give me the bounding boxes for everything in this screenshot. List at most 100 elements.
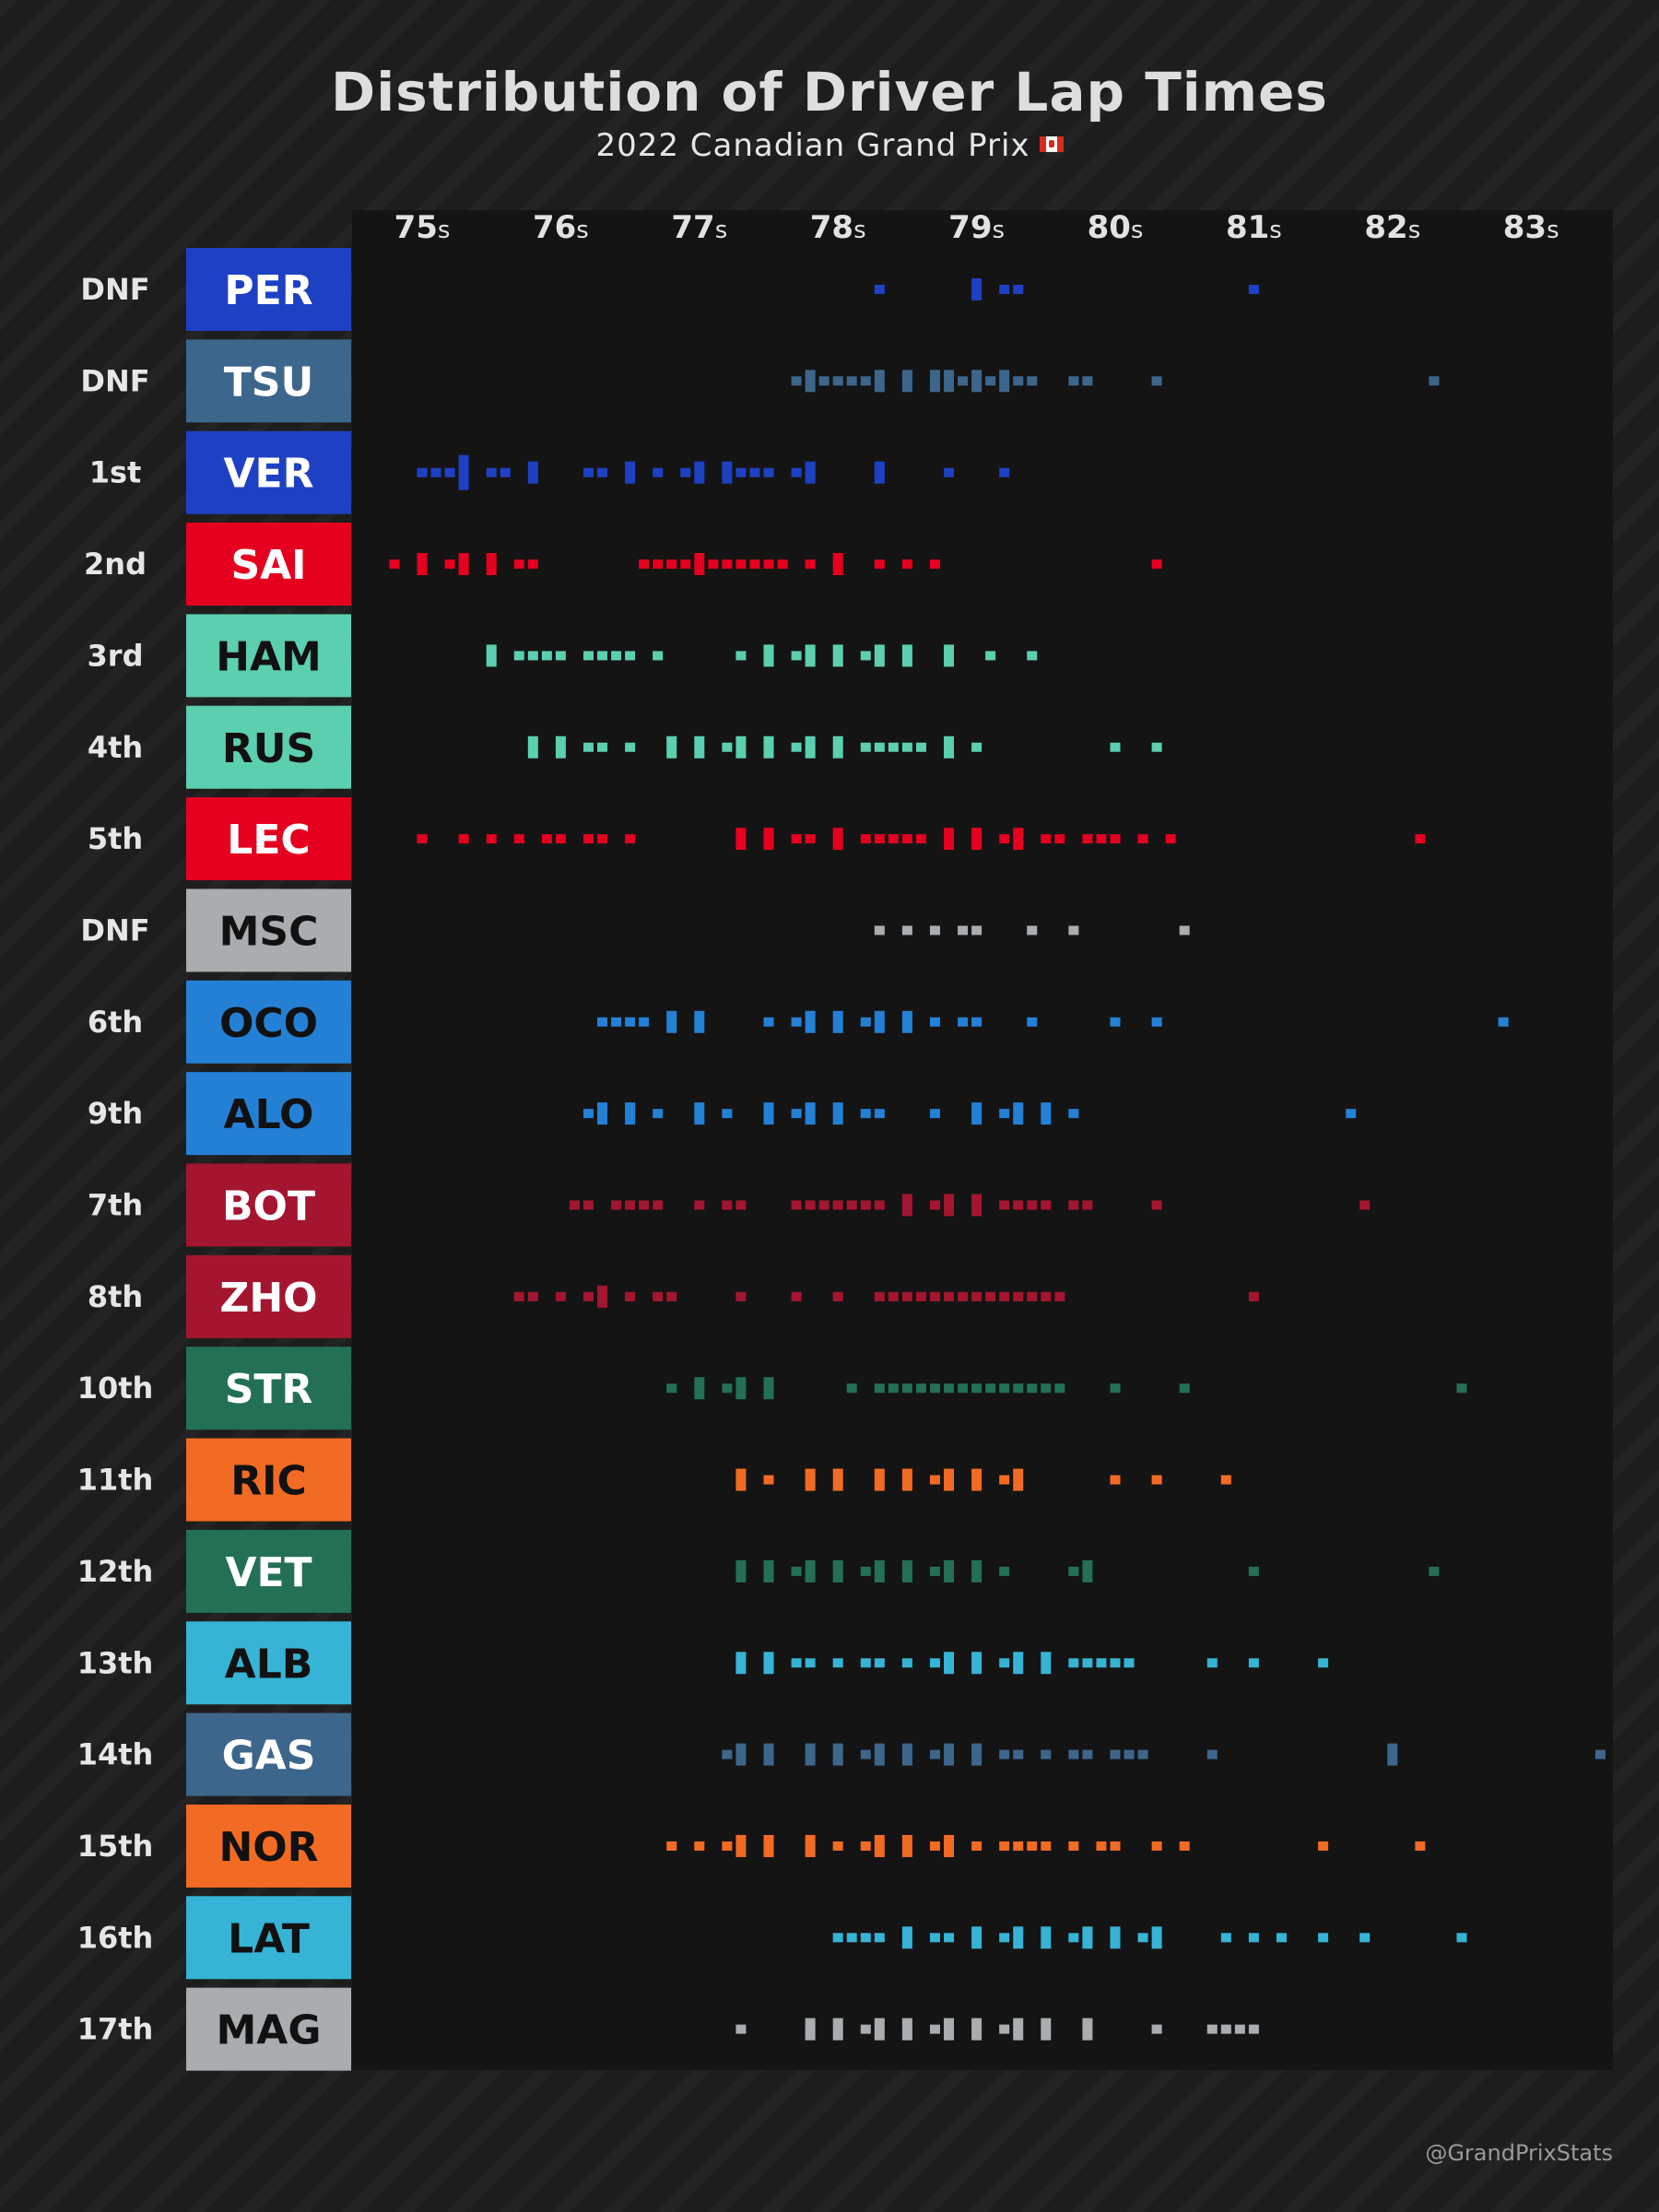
lap-time-mark [527,651,538,661]
lap-time-mark [874,1291,885,1301]
lap-time-mark [971,1383,982,1394]
lap-time-mark [929,1475,940,1485]
lap-time-mark [860,1200,871,1210]
lap-time-mark [860,1933,871,1943]
lap-time-mark [1013,1102,1024,1125]
driver-code-box [186,1529,351,1613]
driver-code-box [186,797,351,881]
lap-time-mark [625,834,636,844]
lap-time-mark [791,1017,802,1027]
lap-time-mark [389,559,400,570]
driver-code-label: ALB [225,1641,313,1688]
lap-time-mark [611,651,622,661]
lap-time-mark [1041,1200,1052,1210]
lap-time-mark [666,1841,677,1851]
lap-time-mark [832,828,843,851]
lap-time-mark [763,467,774,477]
lap-time-mark [1359,1200,1371,1210]
lap-time-mark [1110,1841,1121,1851]
lap-time-mark [527,559,538,570]
lap-time-mark [860,1566,871,1576]
lap-time-mark [901,644,912,667]
lap-time-mark [1234,2024,1245,2034]
lap-time-mark [1013,1383,1024,1394]
lap-time-mark [417,834,428,844]
lap-time-mark [582,1109,594,1119]
lap-time-mark [874,285,885,294]
lap-time-mark [874,1200,885,1210]
lap-time-mark [1429,1566,1440,1576]
lap-time-mark [999,1566,1010,1576]
lap-time-mark [791,742,802,752]
lap-time-mark [1346,1109,1357,1119]
lap-time-mark [958,376,969,386]
driver-code-label: MSC [219,908,319,955]
lap-time-mark [1151,1926,1162,1949]
finish-position-label: 1st [89,455,142,490]
lap-time-mark [874,644,885,667]
lap-time-mark [666,1383,677,1394]
lap-time-mark [694,1841,705,1851]
lap-time-mark [625,651,636,661]
lap-time-mark [999,1749,1010,1759]
driver-code-box [186,248,351,331]
lap-time-mark [1124,1749,1135,1759]
lap-time-mark [971,1559,982,1583]
lap-time-mark [999,1475,1010,1485]
lap-time-mark [763,1834,774,1857]
lap-time-mark [625,1200,636,1210]
lap-time-mark [929,925,940,935]
lap-time-mark [541,651,552,661]
lap-time-mark [1248,1933,1259,1943]
chart-subtitle: 2022 Canadian Grand Prix [0,127,1659,164]
lap-time-mark [1013,1841,1024,1851]
lap-time-mark [791,1291,802,1301]
lap-time-mark [1220,1933,1231,1943]
lap-time-mark [1318,1658,1329,1668]
finish-position-label: 16th [77,1920,154,1955]
driver-code-box [186,1804,351,1888]
lap-time-mark [694,1200,705,1210]
plot-panel [352,210,1613,2070]
driver-code-label: VET [225,1549,312,1596]
lap-time-mark [874,1834,885,1857]
lap-time-mark [1068,1658,1079,1668]
lap-time-mark [735,1291,747,1301]
lap-time-mark [1318,1933,1329,1943]
lap-time-mark [874,370,885,393]
lap-time-mark [1041,1652,1052,1675]
lap-time-mark [694,735,705,759]
lap-time-mark [735,1200,747,1210]
lap-time-mark [805,1559,816,1583]
lap-time-mark [929,1841,940,1851]
lap-time-mark [985,651,996,661]
x-tick-label: 76s [533,209,589,246]
lap-time-mark [888,834,899,844]
lap-time-mark [1027,376,1038,386]
lap-time-mark [999,1291,1010,1301]
lap-time-mark [874,1383,885,1394]
lap-time-mark [722,742,733,752]
lap-time-mark [1151,559,1162,570]
lap-time-mark [1137,1933,1148,1943]
finish-position-label: 13th [77,1645,154,1680]
driver-code-label: STR [225,1366,313,1413]
lap-time-mark [958,1017,969,1027]
lap-time-mark [971,1652,982,1675]
lap-time-mark [1318,1841,1329,1851]
lap-time-mark [832,1010,843,1033]
finish-position-label: 17th [77,2012,154,2047]
lap-time-mark [999,1383,1010,1394]
lap-time-mark [1151,1475,1162,1485]
lap-time-mark [527,461,538,484]
lap-time-mark [832,376,843,386]
lap-time-mark [735,1559,747,1583]
lap-time-mark [722,1383,733,1394]
lap-time-mark [1068,1841,1079,1851]
lap-time-mark [901,1194,912,1217]
lap-time-mark [944,370,955,393]
lap-time-mark [874,1559,885,1583]
driver-code-label: VER [224,451,314,498]
lap-time-mark [915,742,926,752]
lap-time-mark [901,1010,912,1033]
